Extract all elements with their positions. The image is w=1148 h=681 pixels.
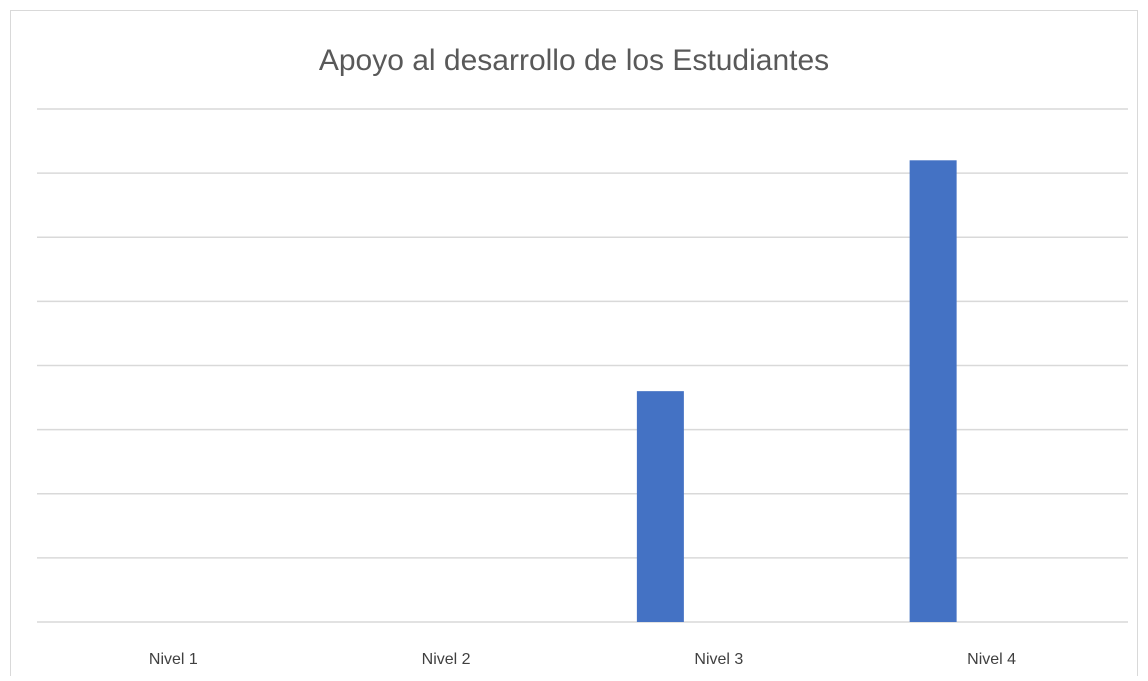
- x-tick-label: Nivel 2: [422, 651, 471, 668]
- chart-title: Apoyo al desarrollo de los Estudiantes: [319, 44, 829, 77]
- x-tick-label: Nivel 1: [149, 651, 198, 668]
- chart-frame: [10, 10, 1138, 681]
- bar: [636, 391, 684, 622]
- x-tick-label: Nivel 3: [694, 651, 743, 668]
- x-tick-label: Nivel 4: [967, 651, 1016, 668]
- bar: [909, 160, 957, 623]
